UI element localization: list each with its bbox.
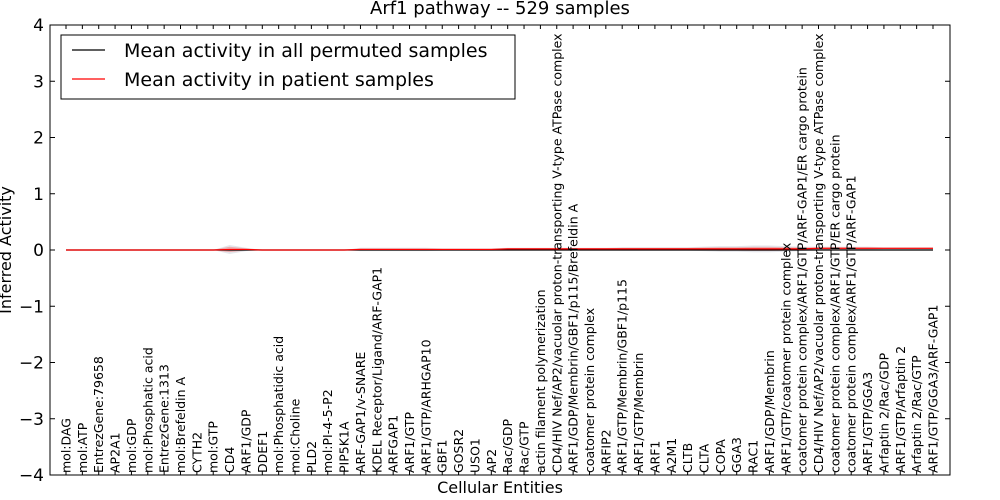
y-tick-label: 1 <box>33 185 44 205</box>
series-line-patient <box>66 247 933 251</box>
x-tick-label: PLD2 <box>304 441 319 473</box>
y-tick-label: −4 <box>19 466 44 486</box>
y-tick-label: −2 <box>19 354 44 374</box>
x-tick-label: ARF1/GTP/Membrin/GBF1/p115 <box>615 279 630 473</box>
x-tick-label: GBF1 <box>435 440 450 473</box>
x-axis-label: Cellular Entities <box>437 478 563 497</box>
x-tick-label: mol:ATP <box>75 422 90 473</box>
x-tick-label: ARF-GAP1/v-SNARE <box>353 352 368 473</box>
x-tick-label: coatomer protein complex/ARF1/GTP/ARF-GA… <box>844 175 859 473</box>
x-tick-label: ARF1/GDP <box>238 409 253 473</box>
x-tick-label: coatomer protein complex/ARF1/GTP/ARF-GA… <box>795 67 810 473</box>
y-axis-label: Inferred Activity <box>0 186 15 314</box>
x-tick-label: AP2 <box>484 449 499 473</box>
x-tick-label: ARF1/GTP/GGA3 <box>860 372 875 473</box>
x-tick-label: actin filament polymerization <box>533 289 548 473</box>
series-lines <box>66 247 933 251</box>
x-tick-label: Rac/GDP <box>500 419 515 473</box>
x-tick-label: CD4/HIV Nef/AP2/vacuolar proton-transpor… <box>549 34 564 474</box>
x-tick-label: ARF1/GTP <box>402 412 417 473</box>
x-tick-label: ARF1/GTP/coatomer protein complex <box>778 243 793 473</box>
x-tick-label: ARFGAP1 <box>386 415 401 473</box>
y-tick-label: 0 <box>33 241 44 261</box>
x-tick-label: CD4 <box>222 447 237 473</box>
x-tick-label: CLTA <box>696 443 711 473</box>
x-tick-label: CLTB <box>680 443 695 473</box>
x-tick-label: ARF1/GDP/Membrin/GBF1/p115/Brefeldin A <box>566 203 581 473</box>
x-tick-label: ARF1/GDP/Membrin <box>762 350 777 473</box>
x-tick-label: A2M1 <box>664 438 679 473</box>
x-tick-label: Rac/GTP <box>517 421 532 473</box>
x-tick-label: CYTH2 <box>189 432 204 473</box>
x-tick-label: GGA3 <box>729 437 744 473</box>
x-tick-label: mol:GTP <box>206 421 221 473</box>
x-tick-label: EntrezGene:1313 <box>157 364 172 473</box>
y-axis: −4 −3 −2 −1 0 1 2 3 4 <box>19 16 950 486</box>
x-tick-label: USO1 <box>467 438 482 473</box>
x-tick-label: COPA <box>713 439 728 473</box>
y-tick-label: −3 <box>19 410 44 430</box>
x-tick-label: PIP5K1A <box>337 421 352 473</box>
x-tick-label: ARF1/GTP/GGA3/ARF-GAP1 <box>926 305 941 473</box>
x-tick-label: ARF1/GTP/Arfaptin 2 <box>893 346 908 473</box>
legend-box <box>60 34 516 100</box>
legend-label-permuted: Mean activity in all permuted samples <box>124 40 487 62</box>
x-tick-label: ARF1 <box>647 441 662 473</box>
x-tick-label: ARF1/GTP/Membrin <box>631 353 646 473</box>
y-tick-label: 3 <box>33 72 44 92</box>
chart-title: Arf1 pathway -- 529 samples <box>370 0 630 19</box>
x-tick-label: coatomer protein complex <box>582 308 597 473</box>
legend-label-patient: Mean activity in patient samples <box>124 69 434 91</box>
x-tick-label: mol:Phosphatic acid <box>140 347 155 473</box>
x-tick-label: EntrezGene:79658 <box>91 356 106 473</box>
x-tick-label: RAC1 <box>746 440 761 473</box>
x-tick-label: Arfaptin 2/Rac/GTP <box>909 355 924 473</box>
x-tick-label: mol:DAG <box>59 418 74 473</box>
x-tick-label: ARF1/GTP/ARHGAP10 <box>418 339 433 473</box>
x-tick-label: GOSR2 <box>451 429 466 473</box>
x-tick-label: ARFIP2 <box>598 429 613 473</box>
x-tick-label: coatomer protein complex/ARF1/GTP/ER car… <box>827 134 842 473</box>
x-tick-label: KDEL Receptor/Ligand/ARF-GAP1 <box>369 267 384 473</box>
y-tick-label: −1 <box>19 297 44 317</box>
x-tick-label: AP2A1 <box>108 432 123 473</box>
x-tick-label: mol:Choline <box>288 398 303 473</box>
x-tick-label: mol:GDP <box>124 418 139 473</box>
x-tick-label: DDEF1 <box>255 431 270 473</box>
x-tick-label: CD4/HIV Nef/AP2/vacuolar proton-transpor… <box>811 34 826 474</box>
x-tick-label: mol:Phosphatidic acid <box>271 336 286 473</box>
x-tick-label: Arfaptin 2/Rac/GDP <box>876 352 891 473</box>
y-tick-label: 4 <box>33 16 44 36</box>
legend: Mean activity in all permuted samples Me… <box>60 34 516 100</box>
x-tick-label: mol:PI-4-5-P2 <box>320 389 335 473</box>
x-tick-label: mol:Brefeldin A <box>173 376 188 473</box>
x-axis: mol:DAG mol:ATP EntrezGene:79658 AP2A1 mol:G… <box>59 25 941 475</box>
y-tick-label: 2 <box>33 129 44 149</box>
